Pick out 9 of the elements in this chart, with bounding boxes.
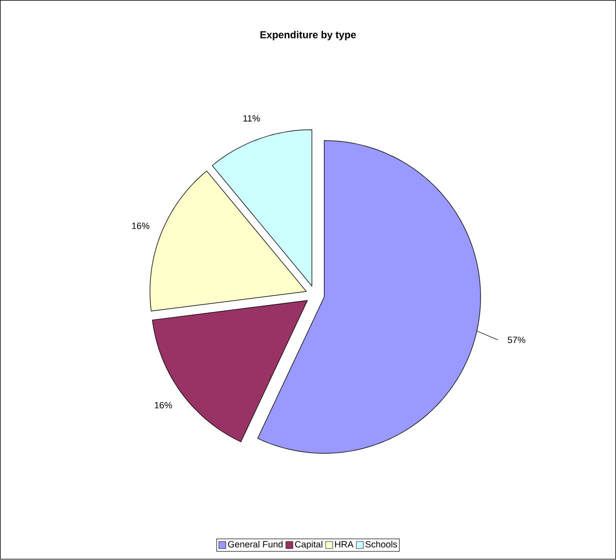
- legend-label: General Fund: [228, 541, 283, 548]
- chart-title: Expenditure by type: [260, 31, 356, 41]
- data-label: 16%: [132, 222, 150, 230]
- data-label: 16%: [154, 402, 172, 409]
- legend-label: HRA: [335, 541, 354, 548]
- legend-label: Schools: [365, 541, 398, 548]
- data-label: 57%: [508, 336, 526, 344]
- data-label: 11%: [243, 115, 260, 122]
- legend-label: Capital: [295, 541, 322, 550]
